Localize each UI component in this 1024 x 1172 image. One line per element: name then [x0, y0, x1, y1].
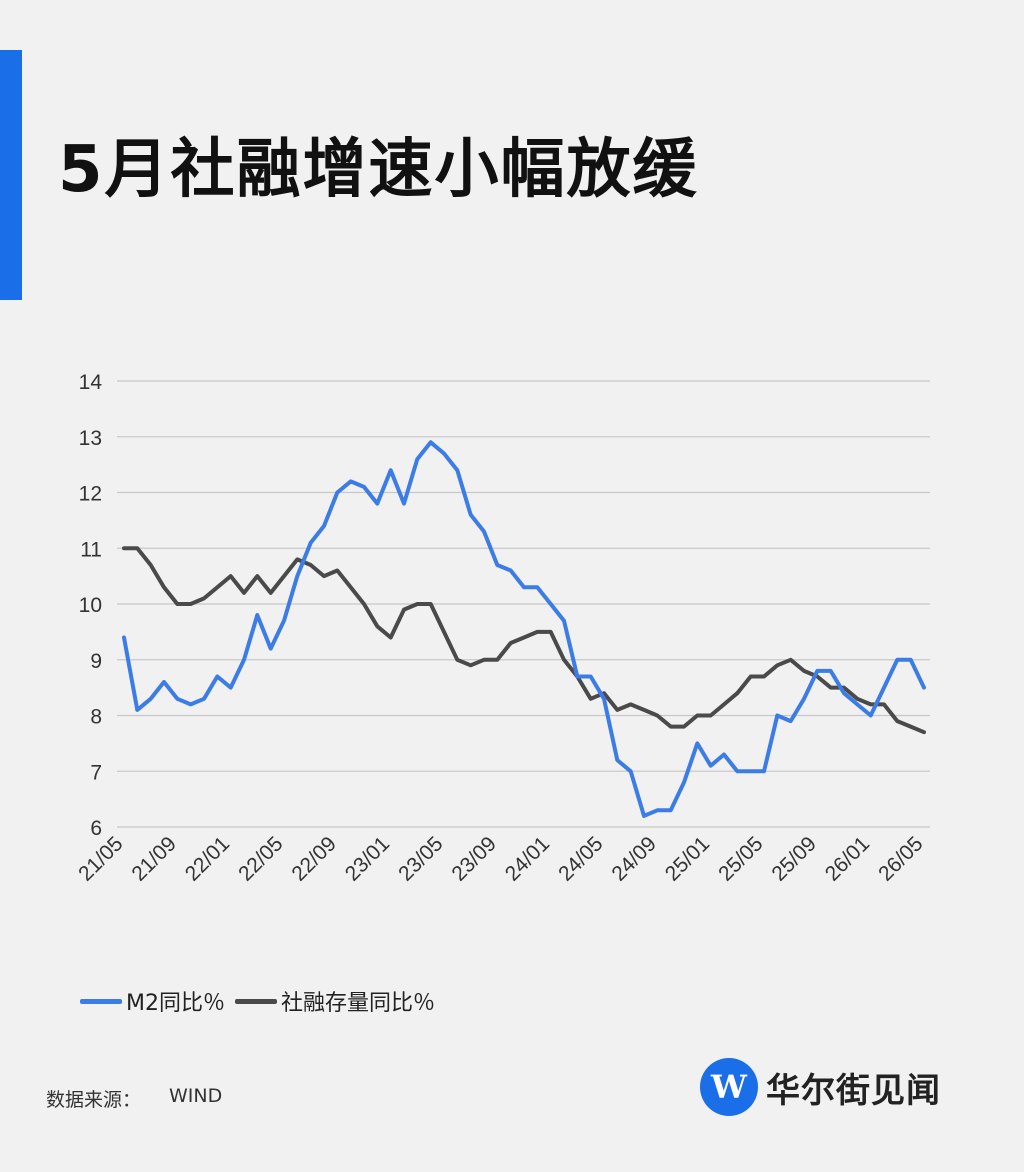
y-tick-label: 12 — [79, 483, 102, 506]
source-value: WIND — [169, 1085, 223, 1107]
y-axis-ticks: 6 7 8 9 10 11 12 13 14 — [79, 371, 103, 840]
accent-bar — [0, 50, 22, 300]
y-tick-label: 14 — [79, 371, 103, 394]
brand: W 华尔街见闻 — [700, 1058, 941, 1116]
source-label: 数据来源： — [46, 1089, 142, 1111]
series-line-m2 — [122, 440, 926, 818]
x-tick-label: 24/09 — [607, 832, 660, 885]
y-tick-label: 8 — [90, 706, 102, 729]
series-lines — [122, 440, 926, 818]
x-tick-label: 26/05 — [874, 832, 927, 885]
x-tick-label: 26/01 — [821, 832, 874, 885]
legend-label-m2: M2同比％ — [126, 991, 225, 1016]
x-tick-label: 25/05 — [714, 832, 767, 885]
brand-name: 华尔街见闻 — [766, 1070, 941, 1111]
x-tick-label: 23/09 — [447, 832, 500, 885]
data-source: 数据来源： WIND — [46, 1085, 222, 1112]
x-tick-label: 24/05 — [554, 832, 607, 885]
y-tick-label: 11 — [80, 538, 102, 561]
legend-item-tsf: 社融存量同比％ — [234, 985, 435, 1017]
legend-swatch-m2 — [80, 998, 122, 1004]
x-axis-ticks: 21/05 21/09 22/01 22/05 22/09 23/01 23/05 23/09… — [74, 832, 927, 885]
line-chart: 6 7 8 9 10 11 12 13 14 21/05 21/09 22/01 22/05 22/09… — [74, 371, 930, 886]
x-tick-label: 24/01 — [501, 832, 554, 885]
y-tick-label: 13 — [79, 427, 102, 450]
y-tick-label: 10 — [79, 594, 102, 617]
grid-lines — [117, 380, 930, 828]
legend-label-tsf: 社融存量同比％ — [280, 991, 435, 1016]
y-tick-label: 9 — [90, 650, 102, 673]
x-tick-label: 21/09 — [127, 832, 180, 885]
x-tick-label: 22/01 — [181, 832, 234, 885]
x-tick-label: 22/09 — [287, 832, 340, 885]
y-tick-label: 6 — [90, 817, 102, 840]
legend: M2同比％ 社融存量同比％ — [80, 985, 445, 1017]
x-tick-label: 25/01 — [661, 832, 714, 885]
x-tick-label: 21/05 — [74, 832, 127, 885]
page-title: 5月社融增速小幅放缓 — [58, 133, 699, 207]
x-tick-label: 23/05 — [394, 832, 447, 885]
brand-logo-icon: W — [700, 1058, 758, 1116]
x-tick-label: 23/01 — [341, 832, 394, 885]
legend-item-m2: M2同比％ — [80, 985, 225, 1017]
y-tick-label: 7 — [90, 761, 102, 784]
x-tick-label: 22/05 — [234, 832, 287, 885]
x-tick-label: 25/09 — [767, 832, 820, 885]
series-line-tsf — [122, 546, 926, 735]
legend-swatch-tsf — [234, 998, 277, 1004]
